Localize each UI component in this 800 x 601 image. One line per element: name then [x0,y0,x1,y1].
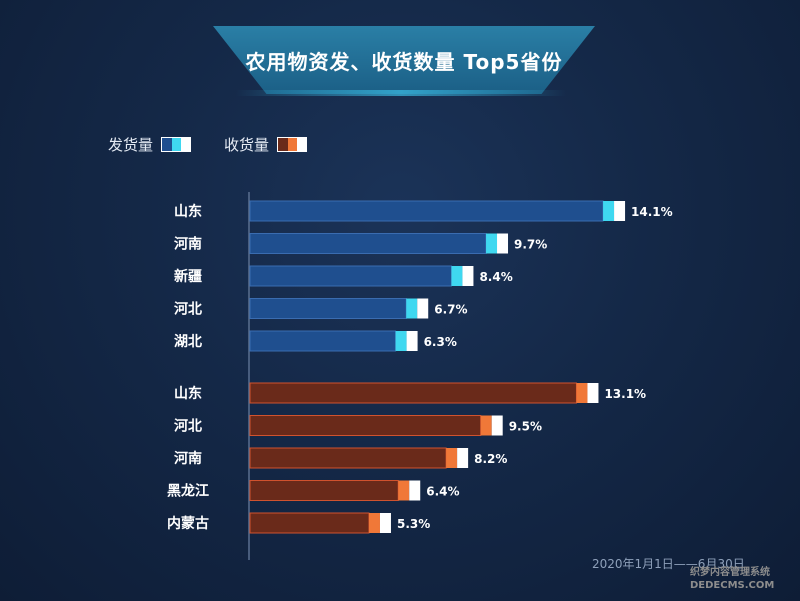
legend-receive: 收货量 [224,134,308,155]
receive-bar-end [491,415,503,436]
ship-bar-end [406,331,418,351]
ship-category-label: 湖北 [174,334,202,350]
receive-category-label: 河南 [174,450,202,467]
receive-category-label: 河北 [174,418,202,435]
ship-bar-tip [395,331,407,351]
ship-category-label: 新疆 [174,268,202,285]
ship-bar [249,233,487,254]
receive-category-label: 内蒙古 [167,515,209,532]
ship-bar-tip [406,298,418,319]
ship-value-label: 6.3% [424,335,457,349]
ship-bar-tip [486,233,498,254]
ship-category-label: 河南 [174,236,202,253]
receive-bar-tip [446,448,458,468]
receive-value-label: 13.1% [604,387,646,401]
legend-receive-label: 收货量 [224,136,270,154]
receive-bar [249,382,577,404]
watermark-line2: DEDECMS.COM [690,580,775,591]
ship-bar-end [462,266,474,286]
receive-bar [249,512,370,534]
receive-bar-tip [398,480,410,501]
chart-title: 农用物资发、收货数量 Top5省份 [245,49,563,74]
ship-bar [249,330,397,352]
legend-receive-swatch [277,137,308,152]
legend-ship: 发货量 [108,134,192,155]
receive-bar-tip [480,415,492,436]
receive-bar-end [379,513,391,533]
ship-value-label: 8.4% [479,270,512,284]
receive-value-label: 8.2% [474,452,507,466]
ship-bar-end [614,201,626,221]
date-range: 2020年1月1日——6月30日 [592,557,745,571]
watermark-line1: 织梦内容管理系统 [690,567,770,578]
receive-value-label: 6.4% [426,485,459,499]
receive-bar-end [457,448,469,468]
ship-bar-tip [451,266,463,286]
ship-bar [249,200,604,222]
legend-ship-swatch [161,137,192,152]
ship-category-label: 山东 [174,203,202,220]
receive-value-label: 9.5% [509,420,542,434]
ship-bar-tip [603,201,615,221]
ship-bar-end [497,233,509,254]
watermark: 织梦内容管理系统 DEDECMS.COM [690,566,774,592]
receive-category-label: 山东 [174,385,202,402]
receive-bar-end [409,480,421,501]
legend-ship-label: 发货量 [108,136,154,154]
ship-bar-end [417,298,429,319]
ship-bar [249,298,407,319]
title-glow [236,90,566,96]
ship-bar [249,265,452,287]
ship-value-label: 9.7% [514,238,547,252]
receive-bar-end [587,383,599,403]
ship-value-label: 14.1% [631,205,673,219]
receive-category-label: 黑龙江 [167,483,209,500]
bars-group: 山东 14.1% 河南 9.7% 新疆 8.4% 河北 6.7% 湖北 6.3% 山东 13.1% 河北… [167,200,673,534]
receive-bar-tip [368,513,380,533]
receive-bar [249,447,447,469]
ship-value-label: 6.7% [434,303,467,317]
receive-bar [249,415,482,436]
receive-bar-tip [576,383,588,403]
title-banner: 农用物资发、收货数量 Top5省份 [213,26,595,94]
receive-value-label: 5.3% [397,517,430,531]
ship-category-label: 河北 [174,301,202,318]
receive-bar [249,480,399,501]
